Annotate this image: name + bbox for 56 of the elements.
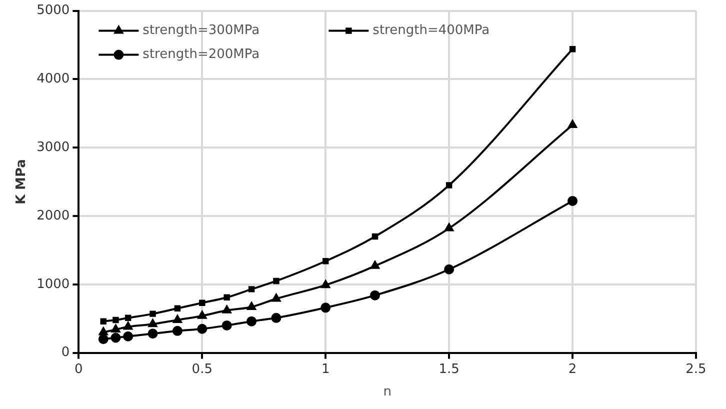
legend-label: strength=200MPa	[142, 47, 260, 62]
point	[247, 302, 256, 310]
point	[248, 286, 255, 292]
point	[199, 300, 206, 306]
point	[110, 332, 121, 343]
point	[111, 324, 120, 333]
x-tick-label: 2	[568, 362, 577, 377]
point	[222, 305, 232, 314]
point	[224, 294, 230, 301]
legend-label: strength=400MPa	[372, 23, 490, 38]
legend-label: strength=300MPa	[142, 23, 260, 38]
y-axis-title: K MPa	[14, 159, 30, 205]
y-tick-label: 4000	[36, 72, 70, 87]
point	[273, 278, 280, 284]
point	[568, 196, 578, 206]
point	[320, 302, 331, 313]
point	[444, 223, 454, 232]
x-tick-label: 0	[74, 362, 83, 377]
x-axis-title: n	[383, 384, 392, 400]
x-tick-label: 0.5	[192, 362, 212, 377]
point	[370, 260, 380, 269]
x-tick-label: 1.5	[438, 362, 460, 377]
x-tick-label: 2.5	[686, 362, 706, 377]
point	[372, 233, 378, 240]
point	[198, 310, 207, 319]
y-tick-label: 3000	[36, 140, 70, 155]
point	[272, 294, 281, 302]
point	[98, 327, 108, 336]
point	[197, 324, 208, 334]
point	[246, 316, 257, 326]
point	[271, 312, 282, 323]
point	[148, 319, 158, 328]
point	[150, 310, 156, 317]
y-tick-label: 2000	[36, 208, 70, 224]
y-tick-label: 0	[61, 345, 70, 360]
point	[321, 280, 330, 288]
point	[568, 120, 577, 128]
point	[124, 322, 133, 330]
y-tick-label: 1000	[36, 276, 70, 292]
point	[172, 326, 182, 336]
point	[112, 316, 119, 324]
point	[172, 314, 182, 323]
point	[222, 320, 232, 330]
point	[124, 314, 132, 322]
point	[100, 318, 106, 324]
point	[322, 258, 329, 264]
point	[446, 182, 452, 188]
y-tick-label: 5000	[36, 3, 70, 18]
point	[370, 290, 380, 300]
point	[148, 328, 158, 339]
point	[569, 46, 576, 52]
point	[123, 331, 134, 342]
point	[444, 264, 454, 274]
x-tick-label: 1	[321, 362, 330, 377]
point	[98, 334, 108, 344]
point	[174, 305, 181, 312]
